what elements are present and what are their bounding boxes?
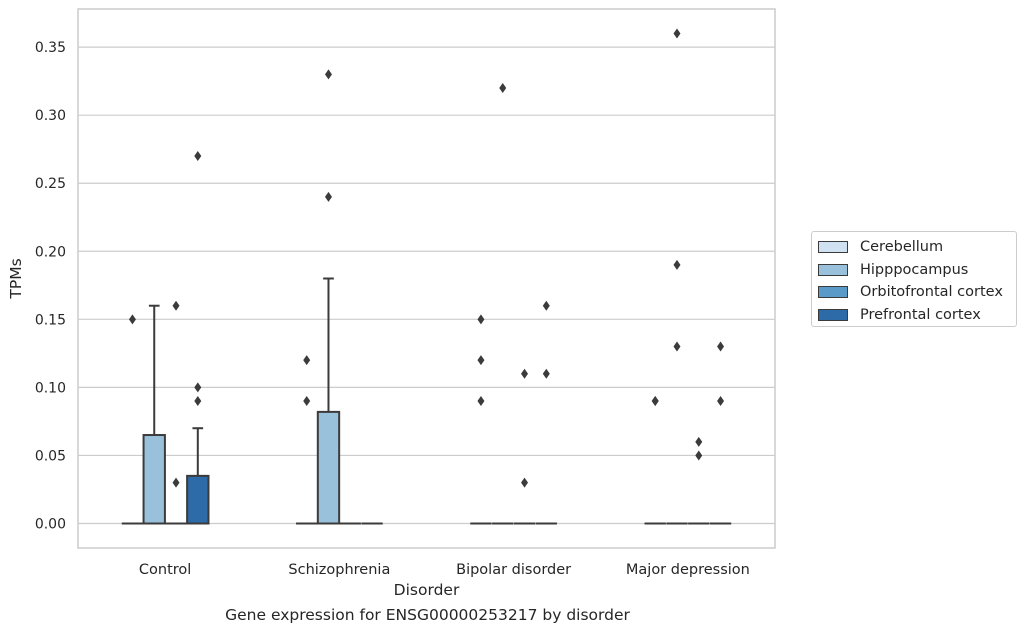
y-tick-label: 0.00 xyxy=(35,517,66,533)
outlier-point xyxy=(477,314,485,325)
legend-label: Cerebellum xyxy=(860,239,944,256)
legend-label: Orbitofrontal cortex xyxy=(860,284,1003,301)
outlier-point xyxy=(303,355,311,366)
outlier-point xyxy=(194,382,202,393)
y-tick-label: 0.25 xyxy=(35,176,66,192)
outlier-point xyxy=(194,396,202,406)
outlier-point xyxy=(521,477,529,488)
x-tick-label: Bipolar disorder xyxy=(456,562,571,578)
box xyxy=(186,474,210,525)
legend-swatch-cerebellum xyxy=(818,241,848,254)
outlier-point xyxy=(477,396,485,406)
plot-area xyxy=(78,9,775,548)
outlier-point xyxy=(542,368,550,379)
box xyxy=(142,434,166,525)
legend-item-hippocampus: Hipppocampus xyxy=(818,259,1016,282)
legend-label: Hipppocampus xyxy=(860,261,969,278)
outlier-point xyxy=(477,355,485,366)
box xyxy=(316,410,341,525)
outlier-point xyxy=(542,300,550,311)
chart-caption: Gene expression for ENSG00000253217 by d… xyxy=(225,606,630,624)
outlier-point xyxy=(128,314,136,325)
legend-item-prefrontal: Prefrontal cortex xyxy=(818,304,1016,327)
outlier-point xyxy=(651,396,659,406)
legend-label: Prefrontal cortex xyxy=(860,306,981,323)
outlier-point xyxy=(194,151,202,161)
outlier-point xyxy=(717,396,725,406)
outlier-point xyxy=(303,396,311,406)
legend-swatch-orbitofrontal xyxy=(818,286,848,299)
x-axis-label: Disorder xyxy=(394,581,460,599)
outlier-point xyxy=(324,191,332,202)
outlier-point xyxy=(717,341,725,352)
outlier-point xyxy=(695,436,703,447)
x-tick-label: Control xyxy=(139,562,191,578)
outlier-point xyxy=(172,300,180,311)
x-tick-label: Schizophrenia xyxy=(288,562,390,578)
legend-item-orbitofrontal: Orbitofrontal cortex xyxy=(818,281,1016,304)
outlier-point xyxy=(172,477,180,488)
y-tick-label: 0.10 xyxy=(35,380,66,396)
y-axis-label: TPMs xyxy=(7,258,25,299)
plot-frame xyxy=(77,8,776,549)
outlier-point xyxy=(324,69,332,80)
y-tick-label: 0.05 xyxy=(35,448,66,464)
outlier-point xyxy=(695,450,703,461)
y-tick-label: 0.35 xyxy=(35,40,66,56)
legend-swatch-hippocampus xyxy=(818,263,848,276)
outlier-point xyxy=(673,28,681,39)
legend-item-cerebellum: Cerebellum xyxy=(818,236,1016,259)
y-tick-label: 0.20 xyxy=(35,244,66,260)
outlier-point xyxy=(673,341,681,352)
x-tick-label: Major depression xyxy=(626,562,750,578)
y-tick-label: 0.30 xyxy=(35,108,66,124)
legend-swatch-prefrontal xyxy=(818,308,848,321)
outlier-point xyxy=(673,259,681,270)
outlier-point xyxy=(499,82,507,93)
chart-legend: Cerebellum Hipppocampus Orbitofrontal co… xyxy=(811,231,1017,327)
y-tick-label: 0.15 xyxy=(35,312,66,328)
outlier-point xyxy=(521,368,529,379)
